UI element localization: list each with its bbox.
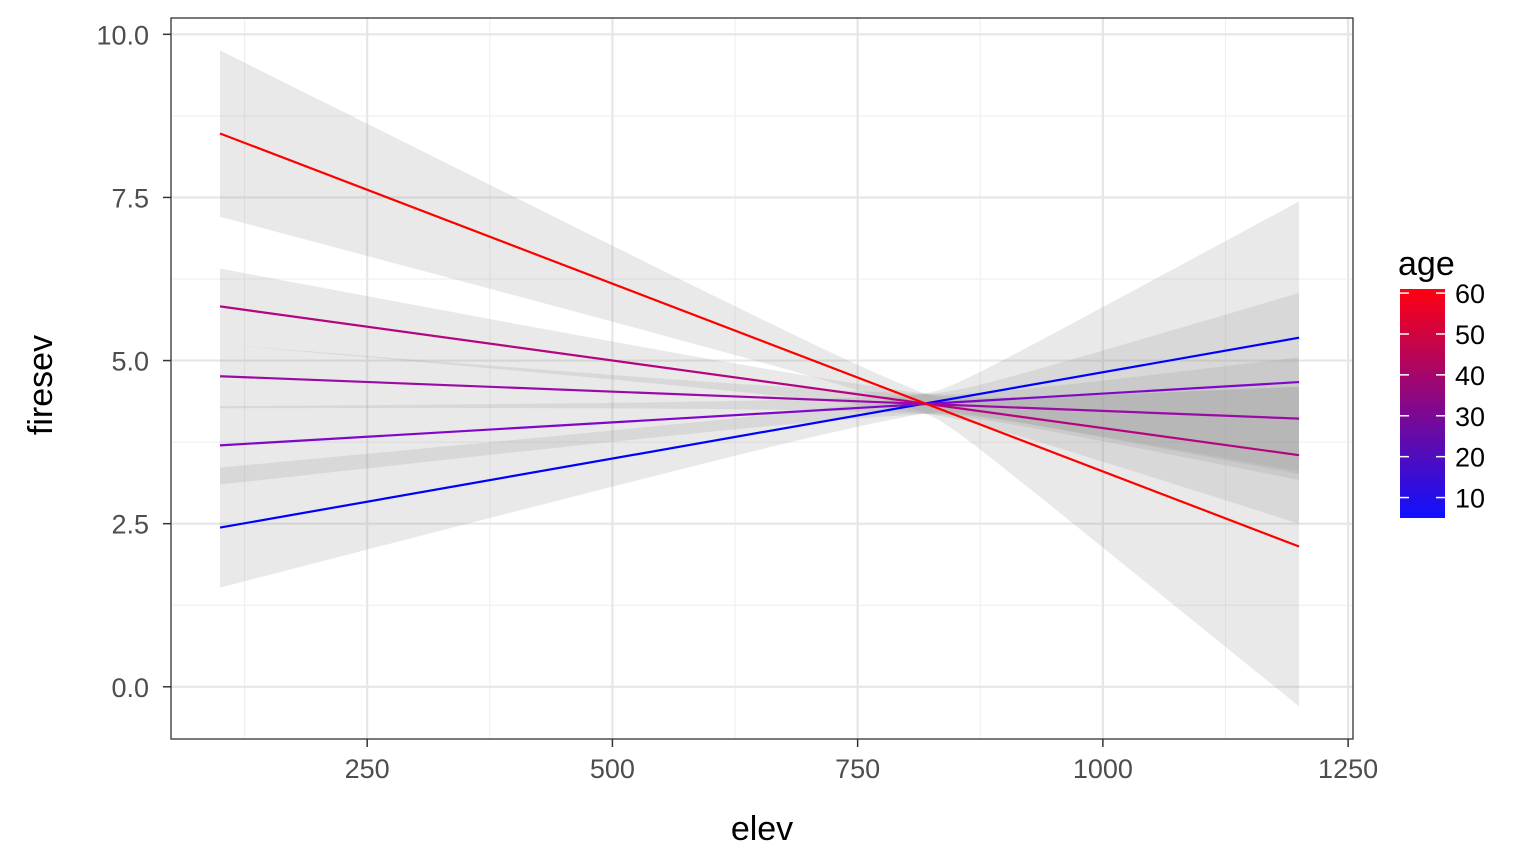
legend-tick-label: 10 [1455, 484, 1485, 514]
x-tick-label: 250 [345, 754, 390, 784]
x-tick-label: 1000 [1073, 754, 1133, 784]
series-line-age-30 [220, 375, 1300, 420]
series-lines [219, 132, 1300, 548]
series-line-age-40 [219, 305, 1300, 457]
x-axis-title: elev [731, 810, 793, 848]
ci-ribbon-age-20 [220, 293, 1299, 485]
x-tick-label: 750 [835, 754, 880, 784]
y-axis-title: firesev [22, 335, 60, 435]
legend-tick-label: 30 [1455, 402, 1485, 432]
y-tick-label: 7.5 [111, 183, 149, 213]
legend-tick-label: 60 [1455, 279, 1485, 309]
x-tick-label: 1250 [1318, 754, 1378, 784]
confidence-ribbons [220, 50, 1299, 707]
x-axis: 250 500 750 1000 1250 [345, 739, 1378, 784]
y-axis: 0.0 2.5 5.0 7.5 10.0 [96, 20, 171, 703]
ci-ribbon-age-40 [220, 268, 1299, 524]
legend-tick-label: 40 [1455, 361, 1485, 391]
legend-ticks: 10 20 30 40 50 60 [1400, 279, 1485, 514]
panel-border [170, 17, 1354, 740]
y-tick-label: 2.5 [111, 510, 149, 540]
ci-ribbon-age-30 [220, 344, 1299, 480]
major-gridlines [171, 18, 1353, 739]
x-tick-label: 500 [590, 754, 635, 784]
y-tick-label: 5.0 [111, 347, 149, 377]
legend-colorbar [1400, 289, 1445, 518]
y-tick-label: 10.0 [96, 20, 149, 50]
y-tick-label: 0.0 [111, 673, 149, 703]
ci-ribbon-age-5 [220, 201, 1299, 588]
ci-ribbon-age-60 [220, 50, 1299, 707]
legend-title: age [1398, 245, 1455, 283]
series-line-age-20 [219, 380, 1300, 447]
series-line-age-5 [219, 336, 1300, 529]
series-line-age-60 [219, 132, 1300, 548]
legend-tick-label: 50 [1455, 320, 1485, 350]
legend: age 10 20 30 40 50 60 [1398, 245, 1485, 518]
legend-tick-label: 20 [1455, 443, 1485, 473]
